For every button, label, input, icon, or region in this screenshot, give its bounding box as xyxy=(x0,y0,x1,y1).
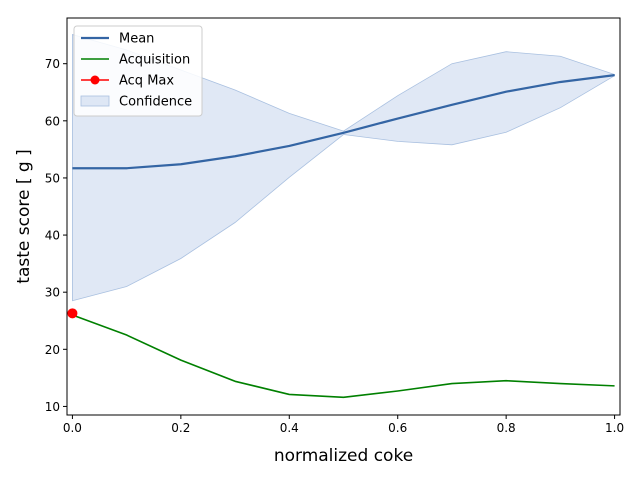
y-tick-label: 40 xyxy=(45,229,60,243)
x-axis-label: normalized coke xyxy=(274,446,413,466)
x-tick-label: 0.4 xyxy=(280,421,299,435)
y-tick-label: 60 xyxy=(45,114,60,128)
plot-frame xyxy=(66,17,621,416)
legend-entry-label: Mean xyxy=(119,32,154,47)
x-tick-label: 0.0 xyxy=(63,421,82,435)
x-tick-label: 0.6 xyxy=(388,421,407,435)
legend-entry-label: Acq Max xyxy=(119,74,174,89)
y-tick-label: 10 xyxy=(45,400,60,414)
y-tick-label: 20 xyxy=(45,343,60,357)
series-layer xyxy=(67,74,615,399)
legend-box xyxy=(73,25,203,117)
legend-entry-label: Confidence xyxy=(119,95,192,110)
y-tick-label: 70 xyxy=(45,57,60,71)
acq-max-point xyxy=(67,308,78,319)
y-axis-ticks: 10 20 30 40 50 60 70 xyxy=(45,57,67,414)
x-tick-label: 1.0 xyxy=(605,421,624,435)
legend-entry-label: Acquisition xyxy=(119,53,190,68)
y-axis-label: taste score [ g ] xyxy=(14,149,34,283)
x-tick-label: 0.8 xyxy=(497,421,516,435)
legend: Mean Acquisition Acq Max Confidence xyxy=(73,25,203,117)
y-tick-label: 50 xyxy=(45,171,60,185)
x-tick-label: 0.2 xyxy=(171,421,190,435)
legend-swatch-marker xyxy=(90,75,100,85)
x-axis-ticks: 0.0 0.2 0.4 0.6 0.8 1.0 xyxy=(63,415,624,435)
legend-swatch-confidence xyxy=(80,95,110,107)
y-tick-label: 30 xyxy=(45,286,60,300)
acquisition-line xyxy=(72,314,615,399)
mean-line xyxy=(72,74,615,170)
